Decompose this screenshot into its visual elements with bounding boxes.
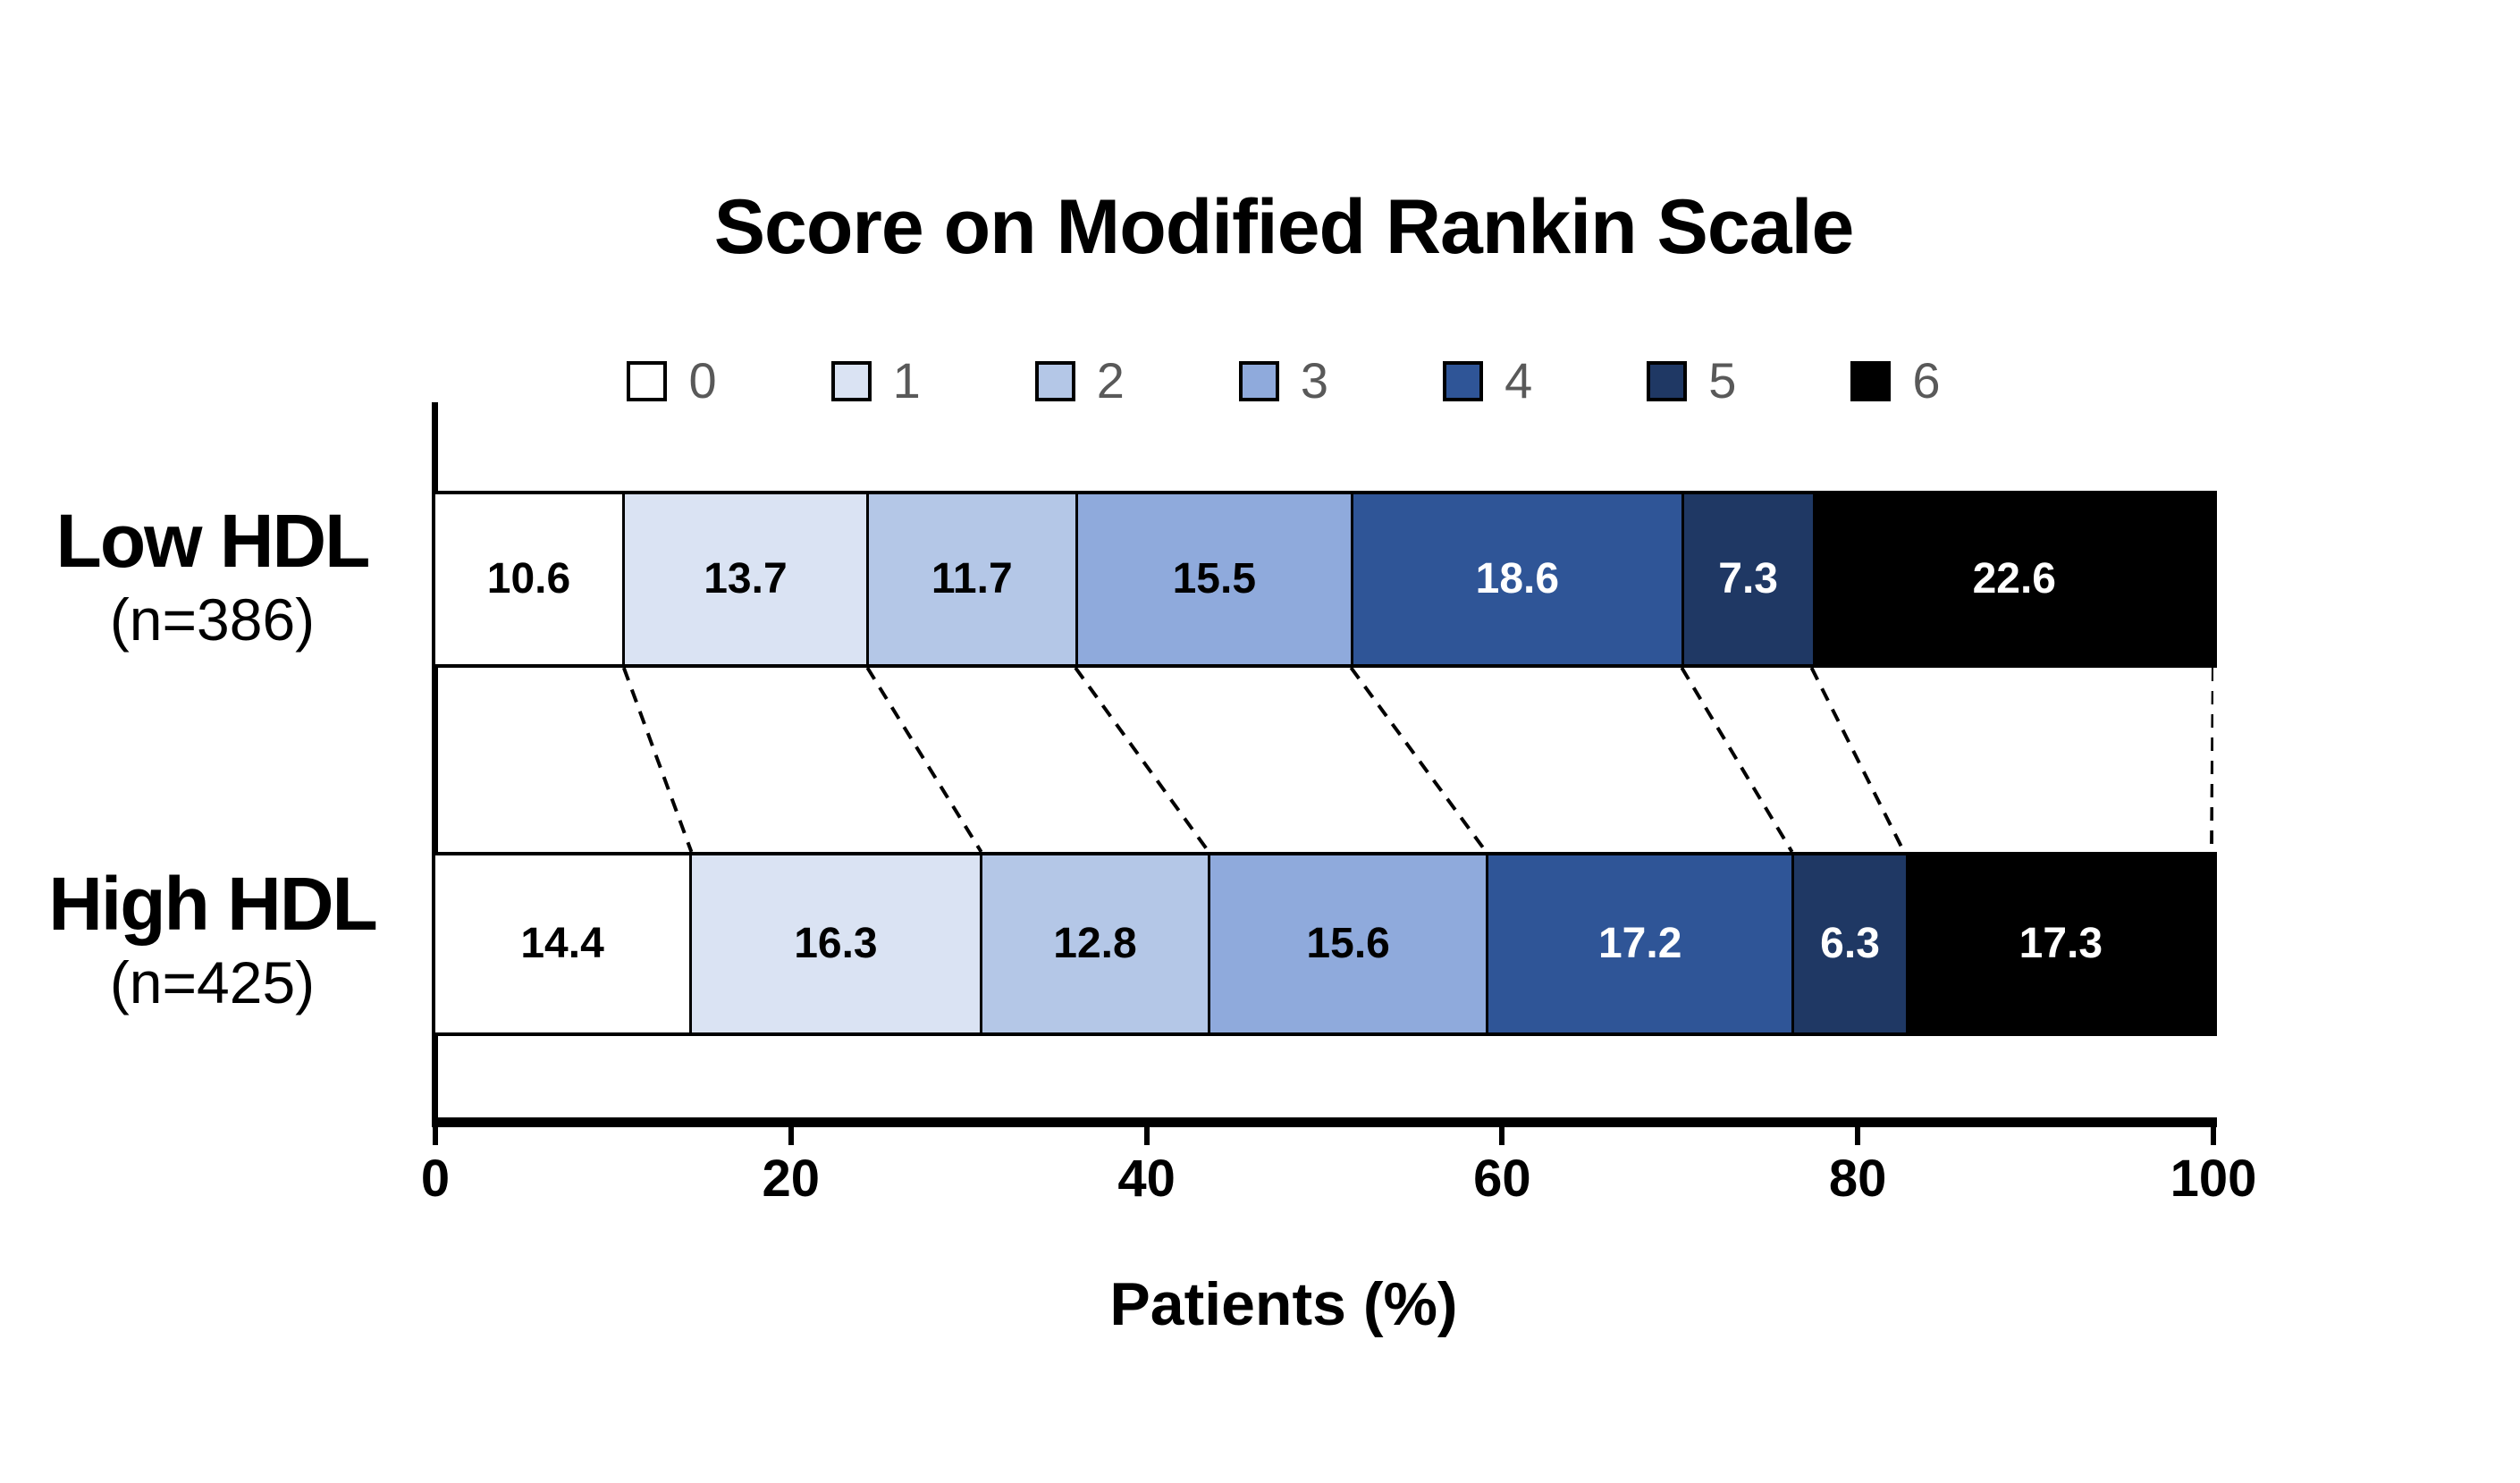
segment-value-label: 18.6 [1475, 555, 1560, 602]
legend-item-label: 3 [1300, 352, 1329, 409]
legend-item: 1 [830, 352, 921, 409]
x-tick-label: 20 [762, 1150, 821, 1208]
segment-value-label: 16.3 [794, 920, 878, 967]
segment-value-label: 13.7 [704, 555, 788, 602]
segment-value-label: 22.6 [1972, 555, 2056, 602]
bar-segment-score-1: 13.7 [621, 494, 866, 664]
x-tick-label: 100 [2170, 1150, 2257, 1208]
y-axis-line [432, 402, 438, 1127]
legend-swatch [1850, 360, 1892, 401]
x-axis-line [432, 1117, 2217, 1127]
legend-item-label: 1 [892, 352, 921, 409]
bar-segment-score-4: 18.6 [1351, 494, 1681, 664]
bar-segment-score-6: 17.3 [1905, 855, 2213, 1032]
segment-value-label: 12.8 [1053, 920, 1137, 967]
segment-value-label: 17.2 [1597, 920, 1682, 967]
connector-lines [621, 668, 2213, 852]
x-tick [1499, 1127, 1505, 1145]
bar-segment-score-1: 16.3 [689, 855, 980, 1032]
bar-segment-score-2: 11.7 [865, 494, 1075, 664]
segment-value-label: 14.4 [520, 920, 604, 967]
legend-item-label: 6 [1912, 352, 1941, 409]
connector-line [1680, 668, 1794, 852]
segment-value-label: 10.6 [486, 555, 571, 602]
connector-line [1349, 668, 1488, 852]
row-label-name: Low HDL [55, 499, 371, 583]
bar-segment-score-5: 6.3 [1791, 855, 1906, 1032]
legend-swatch [830, 360, 872, 401]
legend-item: 5 [1647, 356, 1736, 406]
segment-value-label: 7.3 [1718, 555, 1778, 602]
connector-line [2210, 668, 2213, 852]
x-tick-label: 0 [420, 1150, 451, 1208]
x-tick [2211, 1127, 2216, 1145]
bar-segment-score-3: 15.5 [1075, 494, 1352, 664]
bar-segment-score-3: 15.6 [1208, 855, 1487, 1032]
connector-line [1809, 668, 1906, 852]
row-label-low-hdl: Low HDL (n=386) [13, 499, 411, 657]
x-tick [1855, 1127, 1861, 1145]
segment-value-label: 6.3 [1820, 920, 1880, 967]
x-tick [788, 1127, 794, 1145]
connector-line [1074, 668, 1210, 852]
segment-value-label: 15.5 [1172, 555, 1257, 602]
bar-segment-score-2: 12.8 [979, 855, 1209, 1032]
legend-item: 0 [627, 352, 717, 409]
row-label-n: (n=386) [109, 586, 316, 653]
legend-swatch [1443, 360, 1484, 401]
legend-swatch [1034, 360, 1075, 401]
x-axis-title: Patients (%) [1109, 1270, 1458, 1338]
legend-swatch [627, 360, 668, 401]
bar-segment-score-6: 22.6 [1812, 494, 2214, 664]
legend-item: 2 [1034, 352, 1125, 409]
x-tick [433, 1127, 438, 1145]
legend-swatch [1238, 360, 1279, 401]
segment-value-label: 17.3 [2019, 920, 2103, 967]
legend-item: 6 [1850, 352, 1941, 409]
x-tick-label: 60 [1473, 1150, 1531, 1208]
legend-item: 3 [1238, 352, 1329, 409]
x-tick-label: 40 [1117, 1150, 1176, 1208]
connector-line [621, 668, 694, 852]
row-label-name: High HDL [48, 862, 378, 946]
legend-swatch [1647, 360, 1688, 401]
bar-row-0: 10.6 13.7 11.7 15.5 18.6 7.3 22.6 [432, 491, 2217, 668]
x-tick [1143, 1127, 1150, 1145]
bar-segment-score-5: 7.3 [1681, 494, 1813, 664]
segment-value-label: 15.6 [1306, 920, 1390, 967]
bar-segment-score-0: 10.6 [435, 494, 622, 664]
row-label-n: (n=425) [109, 949, 316, 1016]
legend-item: 4 [1443, 356, 1532, 406]
legend-item-label: 4 [1504, 352, 1533, 409]
bar-row-1: 14.4 16.3 12.8 15.6 17.2 6.3 17.3 [432, 852, 2217, 1036]
legend-item-label: 0 [688, 352, 717, 409]
chart-title: Score on Modified Rankin Scale [713, 184, 1855, 270]
connector-line [865, 668, 983, 852]
segment-value-label: 11.7 [931, 555, 1013, 602]
bar-segment-score-0: 14.4 [435, 855, 690, 1032]
x-tick-label: 80 [1828, 1150, 1887, 1208]
bar-segment-score-4: 17.2 [1486, 855, 1792, 1032]
row-label-high-hdl: High HDL (n=425) [13, 862, 411, 1020]
legend-item-label: 5 [1708, 352, 1737, 409]
legend-item-label: 2 [1096, 352, 1125, 409]
